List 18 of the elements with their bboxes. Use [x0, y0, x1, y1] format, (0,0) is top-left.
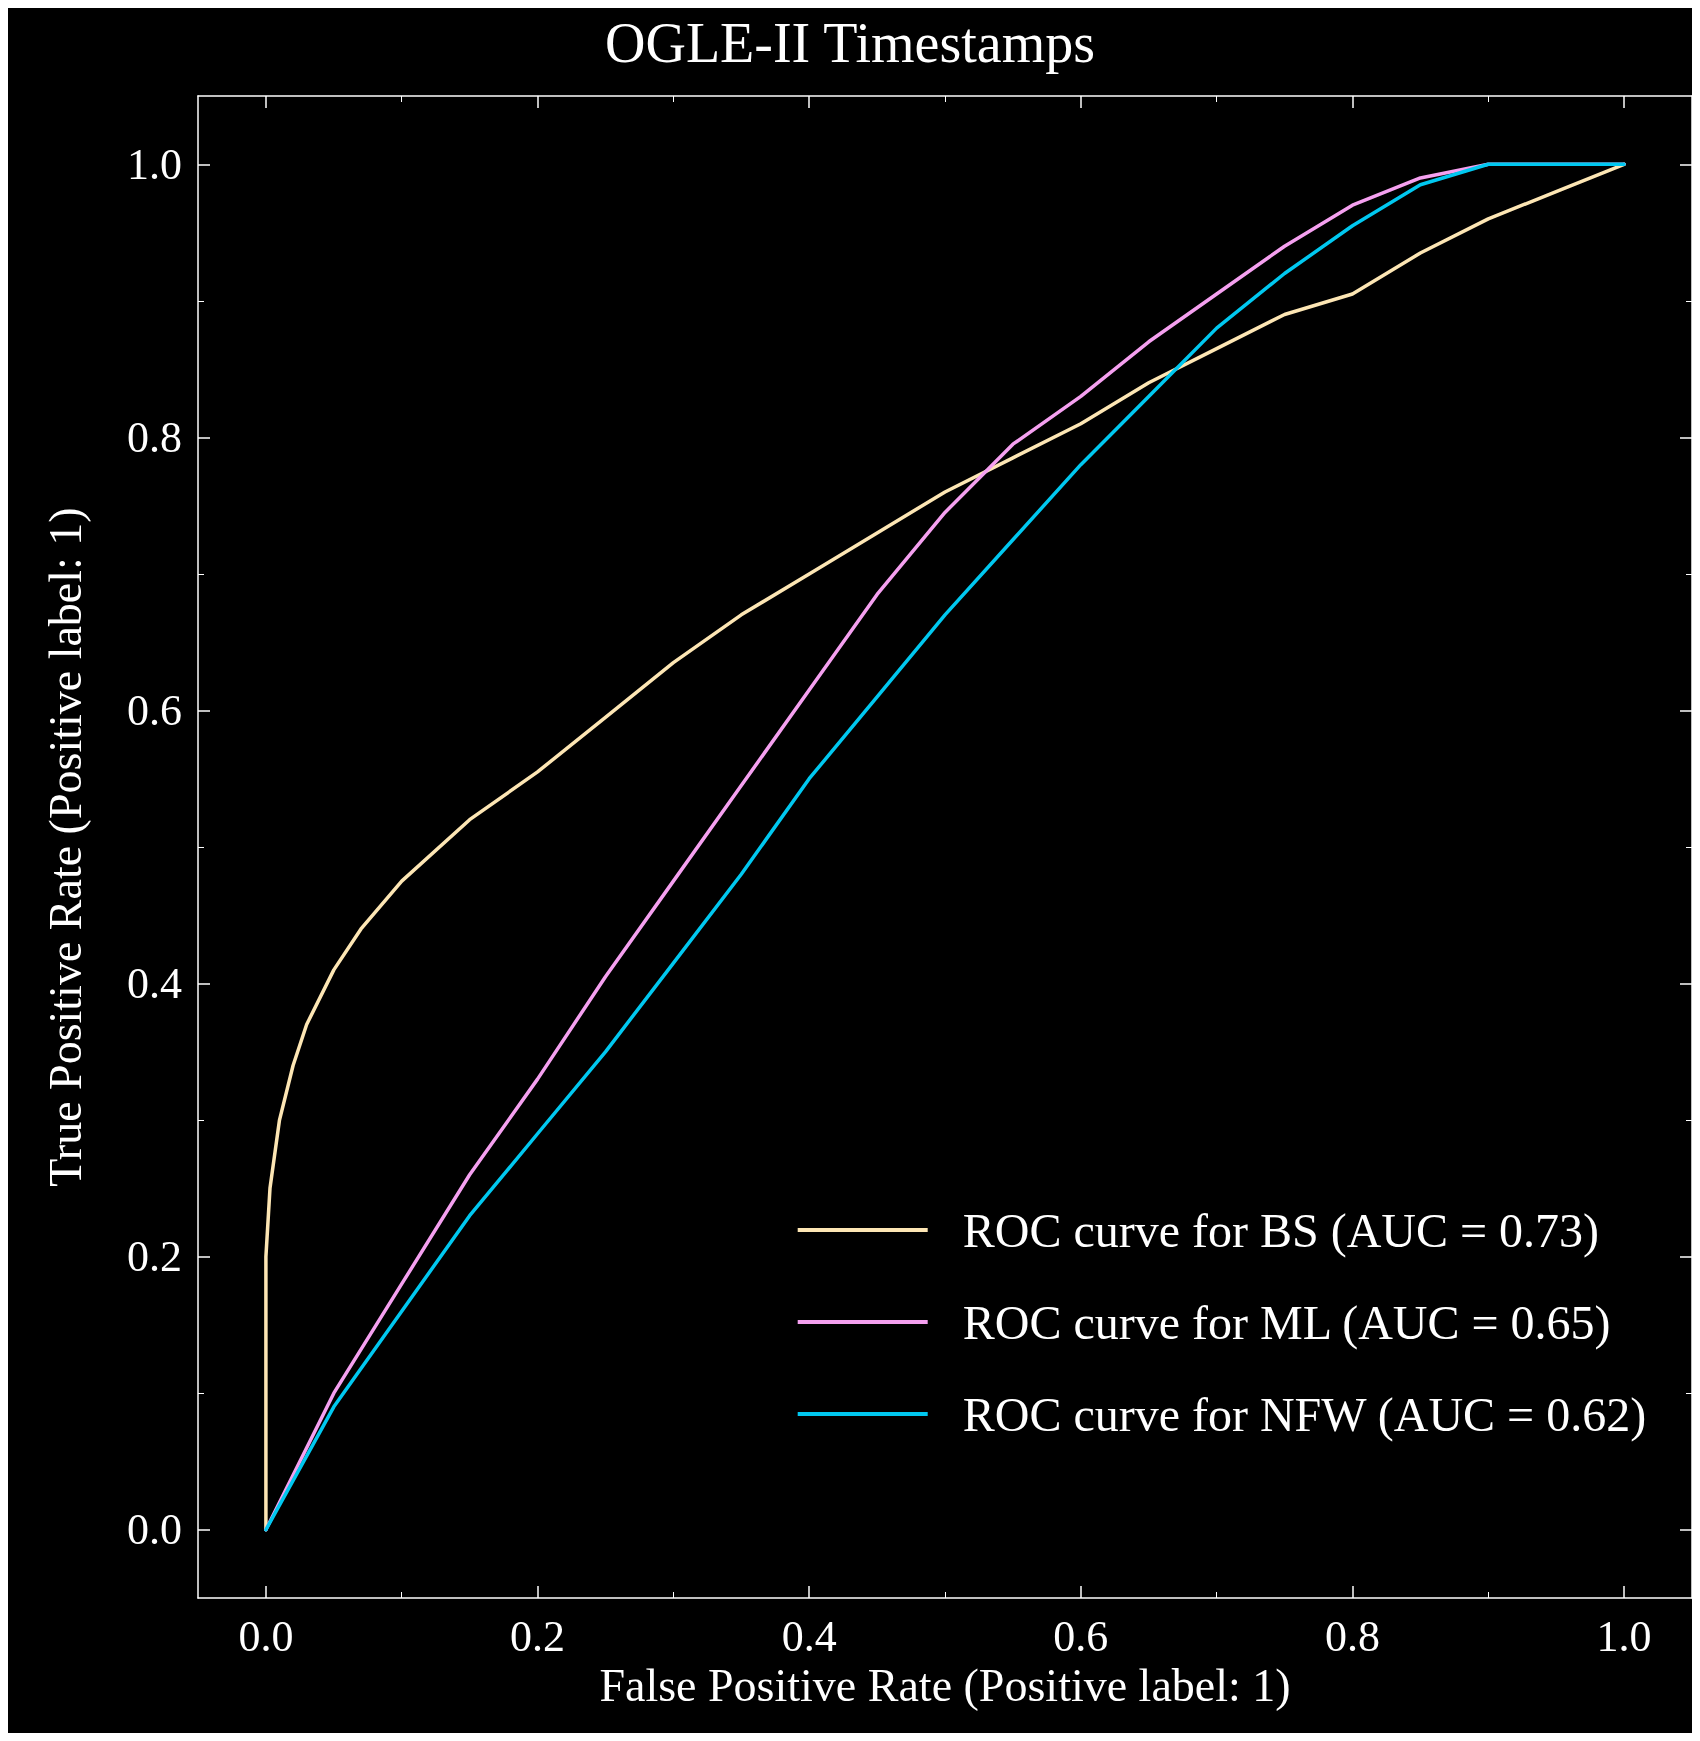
y-tick-label: 0.8 — [127, 412, 182, 462]
x-tick-label: 0.4 — [781, 1611, 837, 1661]
legend-label: ROC curve for NFW (AUC = 0.62) — [962, 1387, 1647, 1442]
y-tick-label: 0.2 — [127, 1232, 182, 1282]
x-axis-title: False Positive Rate (Positive label: 1) — [599, 1660, 1291, 1712]
x-tick-label: 0.2 — [510, 1611, 566, 1661]
legend-label: ROC curve for BS (AUC = 0.73) — [962, 1203, 1600, 1258]
y-tick-label: 1.0 — [127, 139, 182, 189]
x-tick-label: 0.8 — [1324, 1611, 1380, 1661]
y-axis-title: True Positive Rate (Positive label: 1) — [39, 507, 91, 1187]
x-tick-label: 1.0 — [1596, 1611, 1652, 1661]
legend-label: ROC curve for ML (AUC = 0.65) — [962, 1295, 1611, 1350]
y-tick-label: 0.0 — [127, 1505, 182, 1555]
chart-title: OGLE-II Timestamps — [605, 12, 1095, 74]
y-tick-label: 0.6 — [127, 685, 182, 735]
x-tick-label: 0.0 — [238, 1611, 294, 1661]
x-tick-label: 0.6 — [1053, 1611, 1109, 1661]
y-tick-label: 0.4 — [127, 959, 182, 1009]
